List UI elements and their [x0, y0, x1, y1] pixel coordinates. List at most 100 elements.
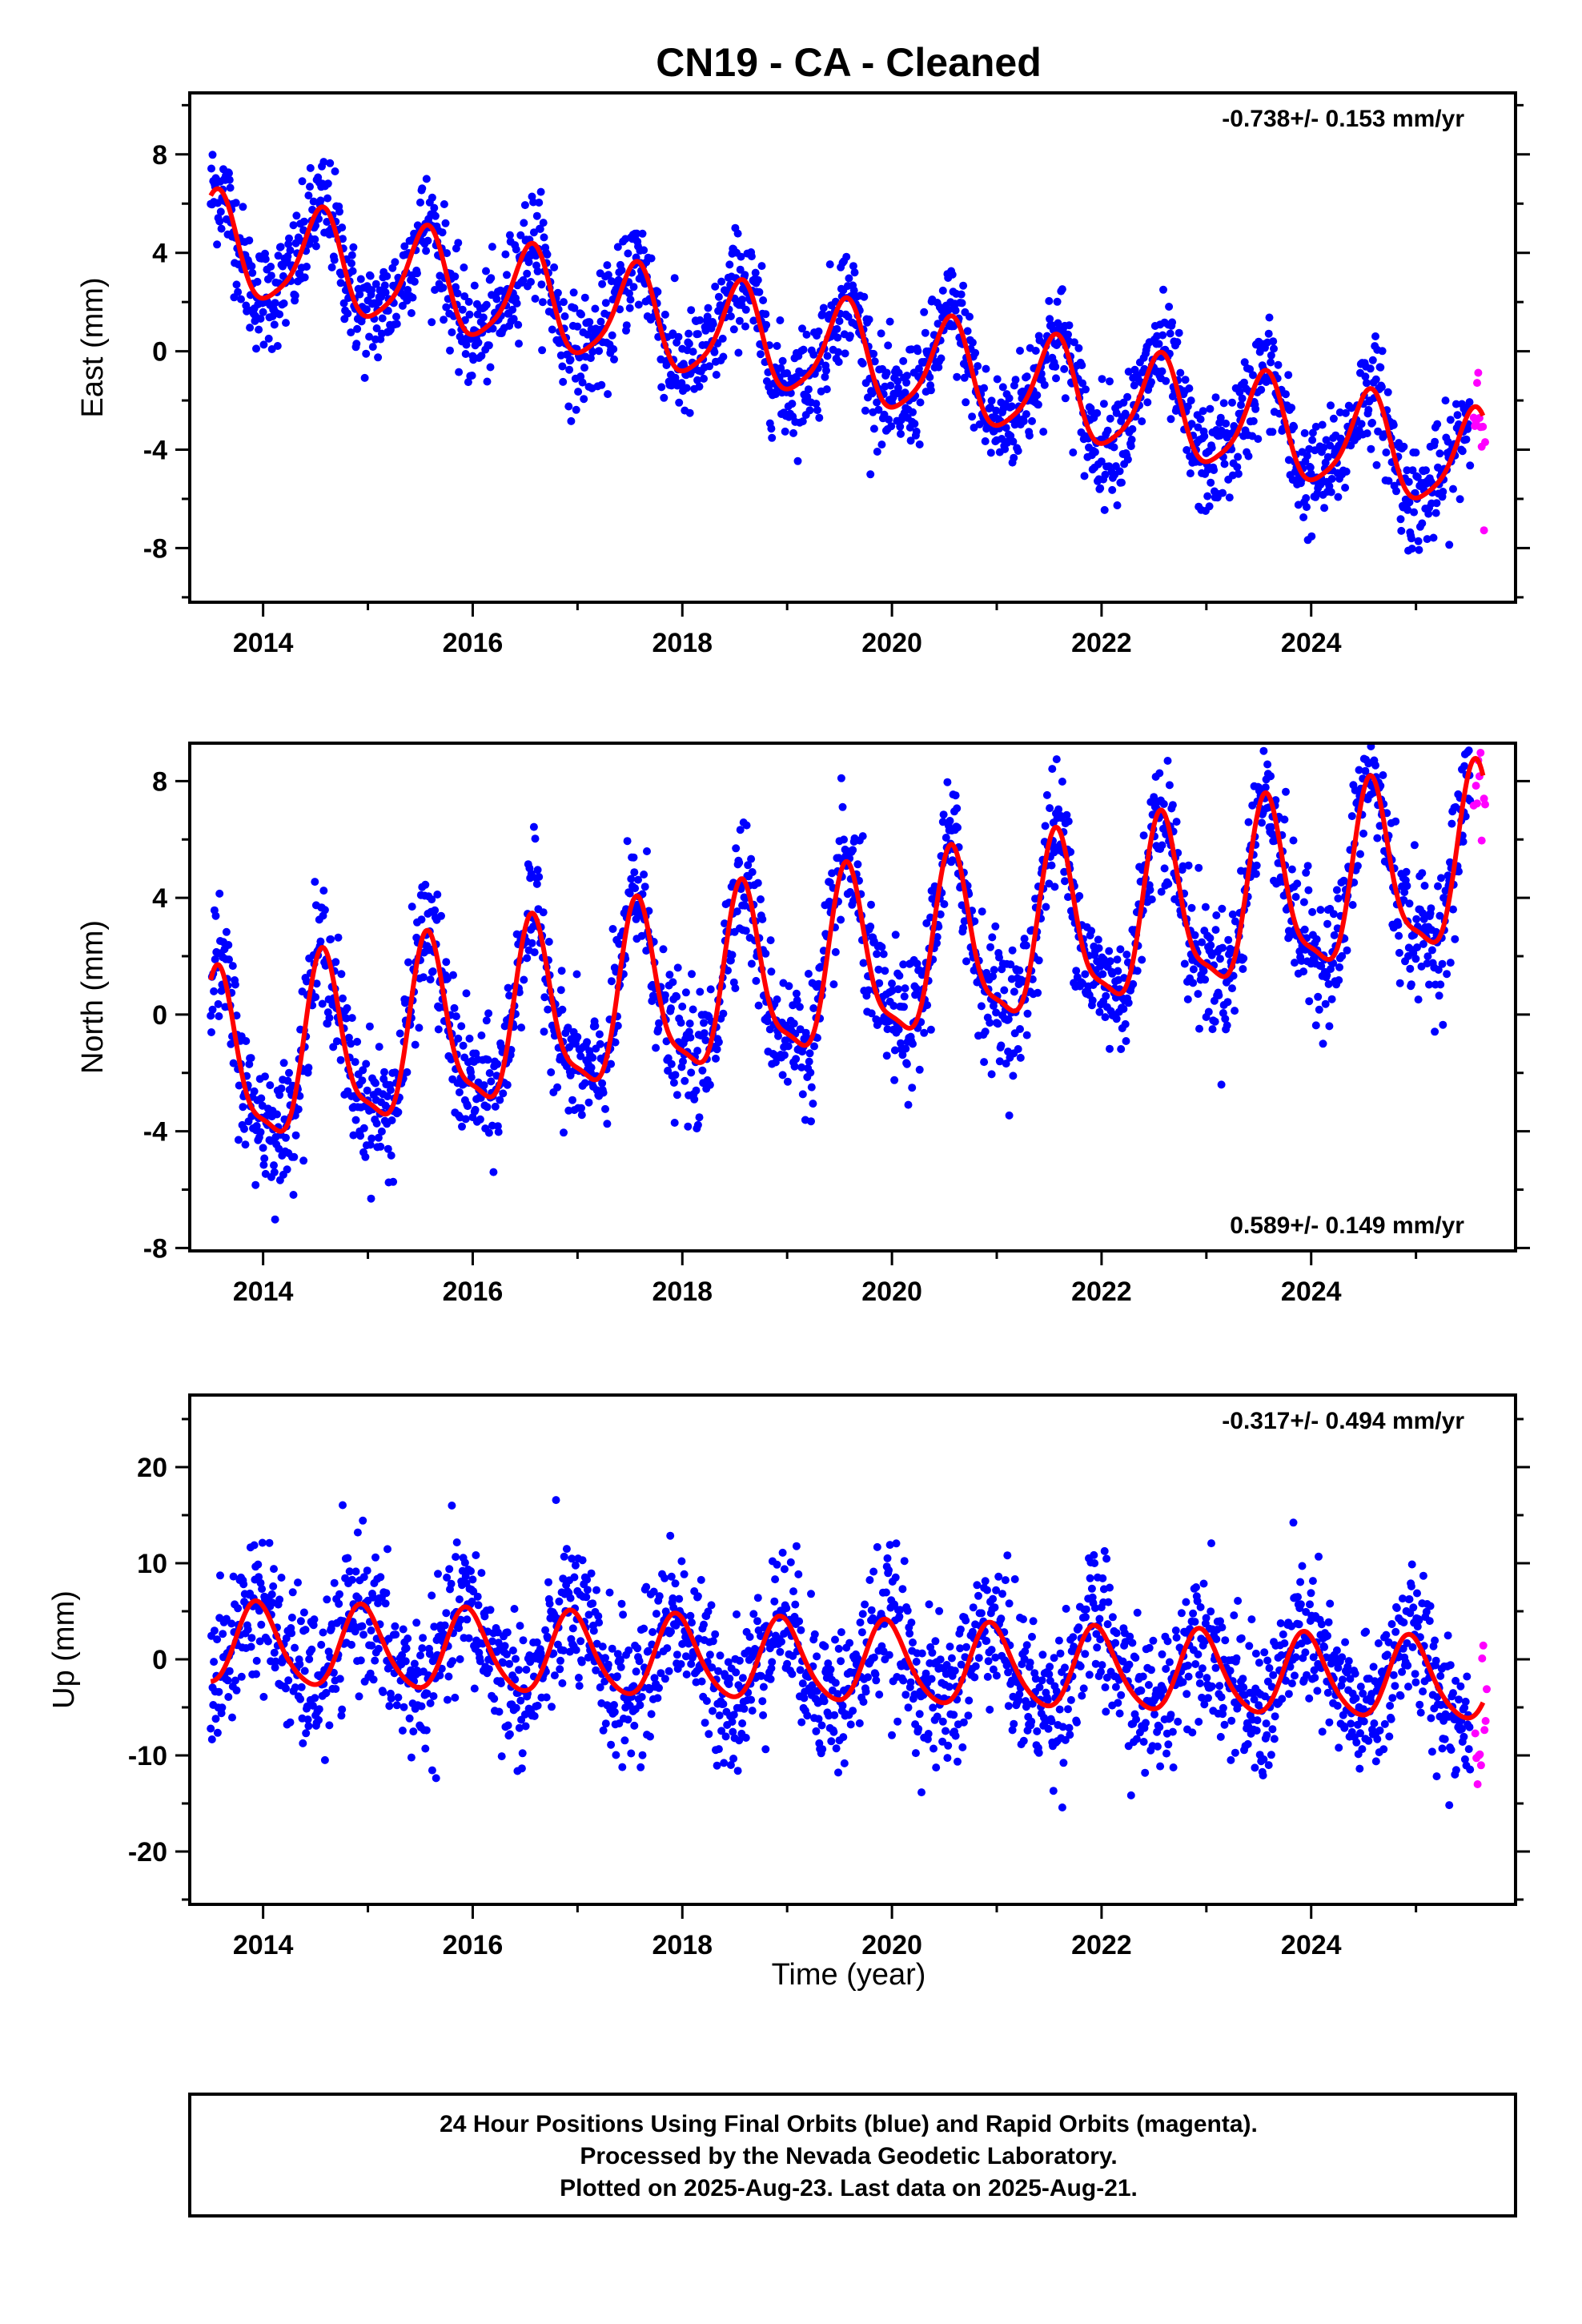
data-point	[354, 1594, 363, 1602]
data-point	[482, 267, 490, 275]
data-point	[339, 235, 347, 243]
up-final-points	[207, 1496, 1475, 1811]
data-point	[608, 925, 617, 933]
data-point	[1432, 499, 1441, 508]
data-point	[291, 1683, 299, 1692]
data-point	[655, 1019, 663, 1027]
data-point	[533, 267, 542, 275]
data-point	[349, 243, 358, 251]
data-point	[300, 1667, 309, 1675]
data-point	[538, 346, 547, 355]
data-point	[1088, 996, 1097, 1005]
data-point	[367, 1194, 375, 1203]
data-point	[819, 304, 828, 312]
data-point	[759, 1711, 768, 1719]
data-point	[1143, 398, 1152, 407]
data-point	[915, 1065, 924, 1074]
data-point	[442, 958, 451, 967]
data-point	[1082, 385, 1090, 394]
data-point	[902, 372, 911, 380]
figure-title: CN19 - CA - Cleaned	[656, 40, 1042, 85]
data-point	[733, 1610, 741, 1618]
data-point	[351, 1567, 360, 1576]
data-point	[849, 286, 858, 295]
data-point	[540, 1027, 548, 1036]
data-point	[1361, 766, 1370, 775]
data-point	[332, 1037, 341, 1046]
data-point	[963, 327, 972, 336]
data-point	[315, 1715, 323, 1724]
data-point	[510, 1605, 519, 1613]
data-point	[359, 1124, 368, 1132]
data-point	[747, 959, 756, 968]
data-point	[538, 298, 547, 307]
data-point	[1254, 435, 1263, 444]
data-point	[559, 377, 568, 386]
data-point	[1168, 318, 1177, 327]
data-point	[452, 1553, 460, 1562]
data-point	[541, 1626, 550, 1634]
data-point	[1341, 408, 1350, 417]
data-point	[900, 1003, 908, 1011]
data-point	[500, 1642, 509, 1651]
data-point	[294, 1105, 303, 1114]
data-point	[454, 239, 463, 247]
data-point	[1189, 979, 1198, 987]
data-point	[1103, 426, 1112, 435]
data-point	[539, 908, 548, 917]
data-point	[1231, 1007, 1239, 1015]
data-point	[757, 350, 765, 359]
data-point	[1280, 815, 1289, 824]
data-point	[805, 406, 814, 415]
data-point	[351, 1627, 359, 1636]
data-point	[1244, 818, 1253, 826]
data-point	[473, 1592, 482, 1601]
data-point	[695, 382, 704, 391]
data-point	[845, 887, 854, 896]
data-point	[544, 1578, 552, 1586]
data-point	[1384, 476, 1393, 485]
data-point	[1425, 980, 1433, 989]
data-point	[1325, 1022, 1334, 1031]
data-point	[1291, 959, 1299, 967]
data-point	[1314, 992, 1323, 1001]
data-point	[895, 971, 904, 980]
data-point	[1173, 338, 1182, 347]
data-point	[818, 310, 827, 319]
data-point	[1447, 819, 1456, 828]
data-point	[1022, 941, 1030, 950]
data-point	[491, 1102, 500, 1111]
data-point	[1376, 363, 1385, 372]
data-point	[289, 221, 298, 230]
data-point	[1323, 919, 1331, 928]
data-point	[591, 1022, 600, 1031]
data-point	[512, 1703, 520, 1712]
data-point	[599, 1726, 608, 1735]
data-point	[958, 299, 966, 308]
data-point	[587, 1063, 596, 1072]
data-point	[1302, 868, 1311, 877]
data-point	[423, 1689, 432, 1698]
data-point	[359, 1066, 367, 1075]
data-point	[1106, 377, 1114, 386]
data-point	[550, 263, 559, 271]
data-point	[701, 1036, 710, 1044]
data-point	[258, 1538, 267, 1547]
data-point	[438, 228, 447, 237]
data-point	[207, 164, 215, 173]
data-point	[222, 1614, 231, 1623]
data-point	[1362, 379, 1371, 388]
data-point	[1378, 347, 1387, 356]
data-point	[347, 259, 355, 267]
data-point	[643, 847, 651, 855]
data-point	[225, 169, 233, 178]
data-point	[594, 1612, 603, 1621]
data-point	[309, 197, 318, 206]
data-point	[1320, 504, 1329, 513]
data-point	[1041, 822, 1050, 830]
data-point	[1326, 441, 1335, 450]
data-point	[1433, 420, 1442, 428]
data-point	[1113, 955, 1122, 964]
data-point	[1363, 429, 1371, 438]
data-point	[670, 274, 679, 283]
